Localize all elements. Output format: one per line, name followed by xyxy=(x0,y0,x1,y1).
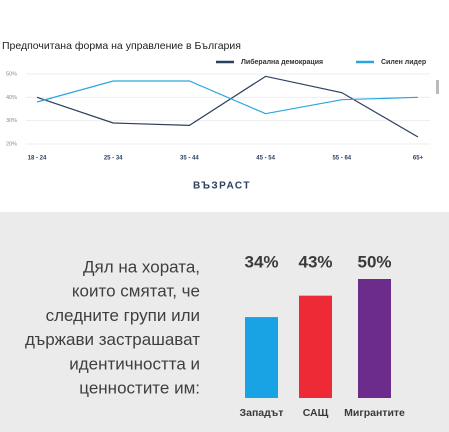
annotation-line: ценностите им: xyxy=(79,378,200,397)
annotation-line: Дял на хората, xyxy=(83,257,200,276)
y-tick-label: 50% xyxy=(6,71,17,77)
scrollbar xyxy=(436,80,439,94)
x-tick-label: Мигрантите xyxy=(344,407,405,419)
x-tick-label: 18 - 24 xyxy=(28,156,47,162)
series-line xyxy=(36,80,419,115)
annotation-line: които смятат, че xyxy=(72,282,200,301)
value-label: 43% xyxy=(298,252,332,271)
series-line xyxy=(36,75,419,138)
x-tick-label: 65+ xyxy=(413,156,424,162)
x-tick-label: 55 - 64 xyxy=(332,156,351,162)
x-axis-title: ВЪЗРАСТ xyxy=(193,181,251,192)
x-tick-label: 35 - 44 xyxy=(180,156,199,162)
x-tick-label: САЩ xyxy=(303,407,329,419)
bar xyxy=(358,279,391,398)
x-tick-label: 45 - 54 xyxy=(256,156,275,162)
x-tick-label: 25 - 34 xyxy=(104,156,123,162)
bar xyxy=(245,317,278,398)
legend-label: Силен лидер xyxy=(381,59,426,66)
bar xyxy=(299,295,332,398)
y-tick-label: 30% xyxy=(6,118,17,124)
x-tick-label: Западът xyxy=(240,407,284,419)
legend-label: Либерална демокрация xyxy=(241,58,323,66)
value-label: 34% xyxy=(244,252,278,271)
value-label: 50% xyxy=(357,252,391,271)
y-tick-label: 40% xyxy=(6,95,17,101)
annotation-line: идентичността и xyxy=(69,354,200,373)
y-tick-label: 20% xyxy=(6,141,17,147)
chart-title: Предпочитана форма на управление в Бълга… xyxy=(2,40,241,52)
annotation-line: държави застрашават xyxy=(25,330,200,349)
annotation-line: следните групи или xyxy=(46,306,200,325)
